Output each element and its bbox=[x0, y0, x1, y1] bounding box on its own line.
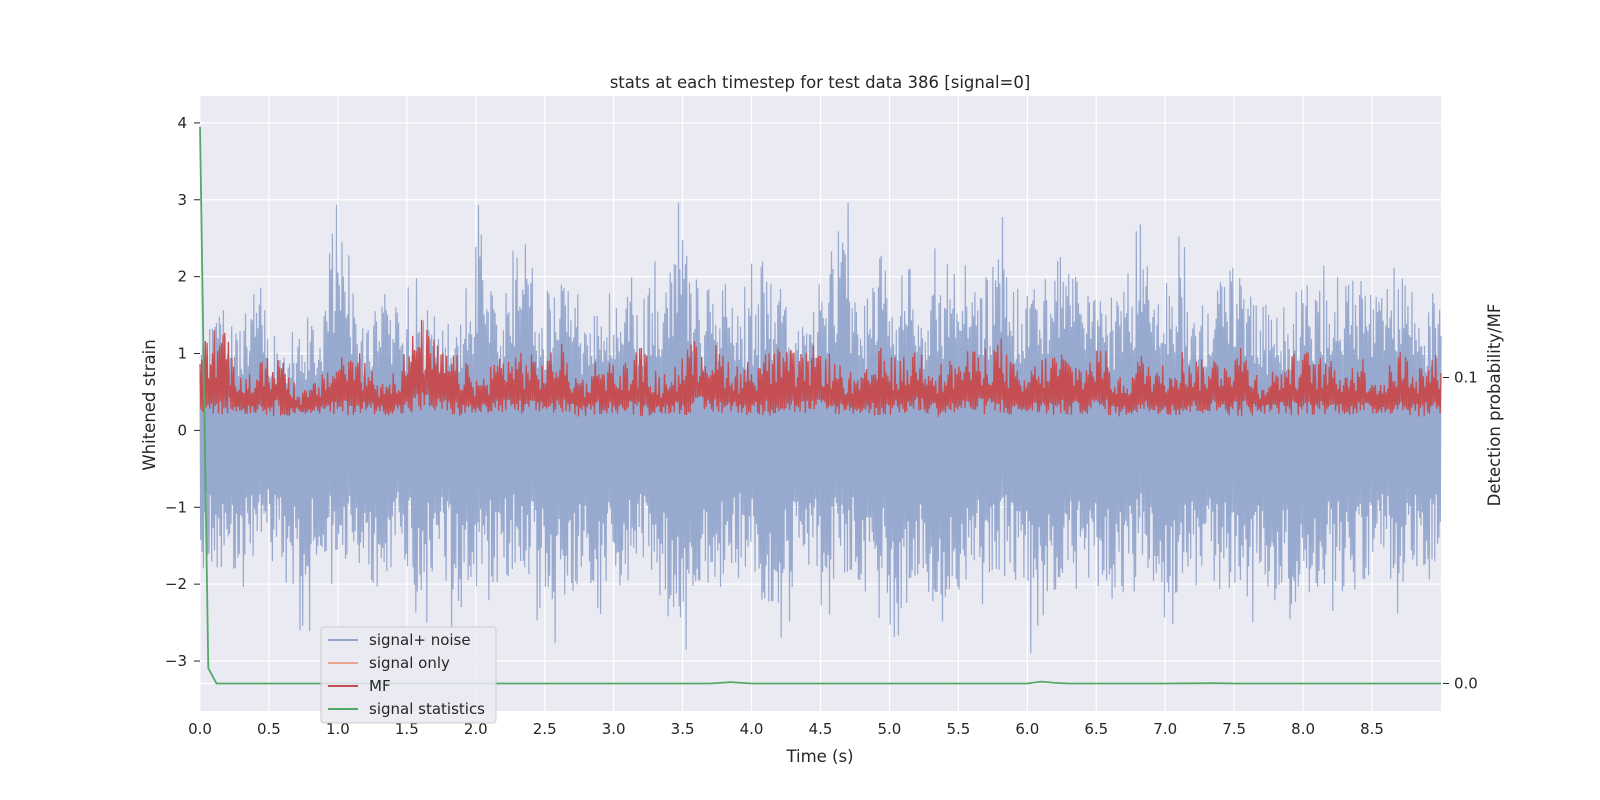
x-tick-label: 6.0 bbox=[1015, 720, 1039, 738]
x-tick-label: 0.0 bbox=[188, 720, 212, 738]
x-tick-labels: 0.0 0.5 1.0 1.5 2.0 2.5 3.0 3.5 4.0 4.5 5.0 5.5 6.0 6… bbox=[188, 720, 1384, 738]
legend-label-signal-only: signal only bbox=[369, 654, 450, 672]
right-y-tick-labels: 0.1 0.0 bbox=[1443, 368, 1478, 692]
y-tick-label: 1 bbox=[177, 345, 187, 363]
x-axis-label: Time (s) bbox=[785, 747, 853, 766]
x-tick-label: 3.0 bbox=[602, 720, 626, 738]
right-y-tick-label: 0.0 bbox=[1454, 674, 1478, 692]
x-tick-label: 5.5 bbox=[946, 720, 970, 738]
signal-noise-line bbox=[199, 202, 1442, 654]
y-tick-label: −3 bbox=[165, 652, 187, 670]
y-tick-label: 3 bbox=[177, 191, 187, 209]
legend-label-signal-noise: signal+ noise bbox=[369, 631, 471, 649]
y-tick-label: −2 bbox=[165, 575, 187, 593]
legend: signal+ noise signal only MF signal stat… bbox=[320, 626, 497, 724]
right-y-tick-label: 0.1 bbox=[1454, 368, 1478, 386]
chart-title: stats at each timestep for test data 386… bbox=[610, 73, 1031, 92]
y-tick-label: 2 bbox=[177, 268, 187, 286]
y-tick-labels: 4 3 2 1 0 −1 −2 −3 bbox=[165, 114, 200, 670]
mf-series bbox=[199, 319, 1442, 417]
mf-line bbox=[199, 319, 1442, 417]
y-tick-label: 4 bbox=[177, 114, 187, 132]
x-tick-label: 6.5 bbox=[1084, 720, 1108, 738]
signal-statistics-series bbox=[199, 126, 1441, 685]
right-y-axis-label: Detection probability/MF bbox=[1485, 304, 1504, 507]
x-tick-label: 1.0 bbox=[326, 720, 350, 738]
x-tick-label: 8.0 bbox=[1291, 720, 1315, 738]
legend-label-mf: MF bbox=[369, 677, 391, 695]
x-tick-label: 1.5 bbox=[395, 720, 419, 738]
x-tick-label: 2.5 bbox=[533, 720, 557, 738]
x-tick-label: 7.0 bbox=[1153, 720, 1177, 738]
x-tick-label: 7.5 bbox=[1222, 720, 1246, 738]
x-tick-label: 4.5 bbox=[809, 720, 833, 738]
x-tick-label: 0.5 bbox=[257, 720, 281, 738]
y-tick-label: −1 bbox=[165, 498, 187, 516]
x-tick-label: 4.0 bbox=[740, 720, 764, 738]
x-tick-label: 8.5 bbox=[1360, 720, 1384, 738]
x-tick-label: 5.0 bbox=[878, 720, 902, 738]
signal-noise-series bbox=[199, 202, 1442, 654]
y-tick-label: 0 bbox=[177, 421, 187, 439]
legend-box bbox=[320, 626, 497, 724]
y-axis-label: Whitened strain bbox=[140, 339, 159, 470]
signal-statistics-line bbox=[199, 126, 1441, 685]
x-tick-label: 2.0 bbox=[464, 720, 488, 738]
x-tick-label: 3.5 bbox=[671, 720, 695, 738]
legend-label-signal-statistics: signal statistics bbox=[369, 700, 485, 718]
